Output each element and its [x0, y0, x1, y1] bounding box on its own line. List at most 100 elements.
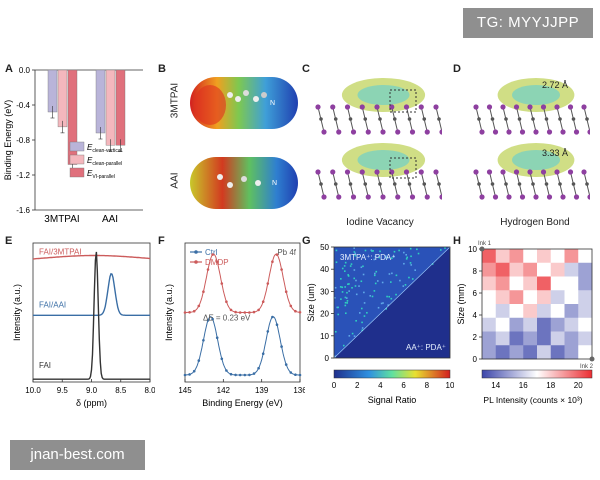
lead-atom — [585, 182, 589, 186]
h-heatmap-cell — [578, 317, 593, 332]
lead-atom — [571, 117, 576, 121]
h-heatmap-cell — [482, 317, 497, 332]
h-heatmap-cell — [482, 331, 497, 346]
h-heatmap-cell — [482, 290, 497, 305]
g-speckle — [388, 273, 391, 275]
g-speckle — [373, 290, 376, 292]
h-heatmap-cell — [482, 345, 497, 360]
iodide-atom — [540, 104, 547, 110]
h-y-axis-label: Size (mm) — [456, 284, 466, 325]
h-heatmap-cell — [537, 345, 552, 360]
iodide-atom — [365, 194, 371, 200]
g-y-tick-label: 20 — [320, 310, 329, 319]
h-heatmap-cell — [550, 331, 565, 346]
iodide-atom — [344, 169, 351, 175]
g-speckle — [344, 312, 347, 315]
charge-density-cloud — [357, 85, 410, 105]
g-speckle — [346, 302, 349, 304]
g-y-tick-label: 40 — [320, 265, 329, 274]
g-speckle — [344, 261, 347, 264]
lead-atom — [437, 117, 441, 121]
iodide-atom — [409, 129, 416, 135]
iodide-atom — [540, 169, 547, 175]
f-legend-label: DMDP — [205, 258, 229, 267]
lead-atom — [544, 117, 549, 121]
g-speckle — [346, 300, 349, 302]
g-speckle — [371, 250, 373, 252]
h-heatmap-cell — [523, 304, 538, 319]
g-upper-label: 3MTPA⁺: PDA⁺ — [340, 253, 395, 262]
h-heatmap-cell — [495, 345, 510, 360]
iodide-atom — [380, 129, 386, 135]
e-x-tick-label: 8.5 — [115, 386, 127, 395]
panel-letter-h: H — [453, 235, 461, 247]
h-heatmap-cell — [523, 290, 538, 305]
g-speckle — [362, 265, 364, 268]
h-heatmap-cell — [509, 276, 524, 291]
panel-c-iodine-vacancy-structure — [315, 78, 442, 200]
panel-c-caption: Iodine Vacancy — [346, 217, 414, 228]
iodide-atom — [500, 104, 506, 110]
g-speckle — [374, 255, 377, 258]
iodide-atom — [560, 129, 566, 135]
h-colorbar-tick: 14 — [491, 381, 500, 390]
lead-atom — [517, 117, 522, 121]
a-y-axis-label: Binding Energy (eV) — [3, 100, 13, 181]
f-series-line — [185, 253, 301, 313]
g-speckle — [380, 302, 383, 305]
h-heatmap-cell — [495, 276, 510, 291]
a-y-tick-label: 0.0 — [19, 66, 31, 75]
molecule-label-aai: AAI — [169, 172, 181, 189]
f-region-label: Pb 4f — [277, 248, 296, 257]
iodide-atom — [546, 129, 553, 135]
g-speckle — [410, 255, 412, 258]
a-legend-label: EVI-parallel — [87, 169, 115, 180]
h-heatmap-cell — [564, 345, 579, 360]
g-speckle — [405, 258, 408, 260]
g-speckle — [337, 306, 339, 309]
lead-atom — [392, 182, 397, 186]
iodide-atom — [433, 169, 439, 175]
g-speckle — [378, 256, 381, 259]
lead-atom — [392, 117, 397, 121]
g-speckle — [342, 344, 345, 347]
lead-atom — [422, 182, 427, 186]
g-speckle — [341, 267, 344, 270]
panel-d-caption: Hydrogen Bond — [500, 217, 570, 228]
g-speckle — [341, 291, 344, 293]
lead-atom — [319, 182, 323, 186]
h-ink1-label: Ink 1 — [478, 241, 492, 247]
h-colorbar-tick: 18 — [546, 381, 555, 390]
g-speckle — [353, 269, 356, 271]
g-speckle — [409, 247, 412, 250]
iodide-atom — [330, 169, 336, 175]
a-category-label: 3MTPAI — [44, 214, 79, 225]
iodide-atom — [439, 194, 442, 200]
g-speckle — [351, 332, 354, 335]
h-heatmap-cell — [550, 276, 565, 291]
g-speckle — [353, 277, 356, 280]
g-speckle — [386, 295, 388, 298]
h-colorbar-tick: 16 — [519, 381, 528, 390]
g-speckle — [363, 302, 366, 304]
h-heatmap-cell — [495, 331, 510, 346]
h-heatmap-cell — [578, 262, 593, 277]
g-speckle — [348, 290, 350, 292]
lead-atom — [531, 182, 535, 186]
iodide-atom — [486, 104, 493, 110]
h-heatmap-cell — [523, 317, 538, 332]
iodide-atom — [350, 194, 357, 200]
g-speckle — [346, 291, 348, 294]
h-ink2-marker — [589, 356, 595, 362]
g-speckle — [381, 281, 384, 284]
g-speckle — [337, 313, 340, 316]
e-series-line — [33, 272, 150, 316]
h-colorbar-tick: 20 — [574, 381, 583, 390]
e-x-axis-label: δ (ppm) — [76, 398, 107, 408]
g-speckle — [406, 256, 408, 259]
e-y-axis-label: Intensity (a.u.) — [12, 284, 22, 341]
iodide-atom — [418, 169, 424, 175]
g-speckle — [335, 249, 338, 252]
a-y-tick-label: -0.8 — [16, 136, 30, 145]
iodide-atom — [546, 194, 553, 200]
